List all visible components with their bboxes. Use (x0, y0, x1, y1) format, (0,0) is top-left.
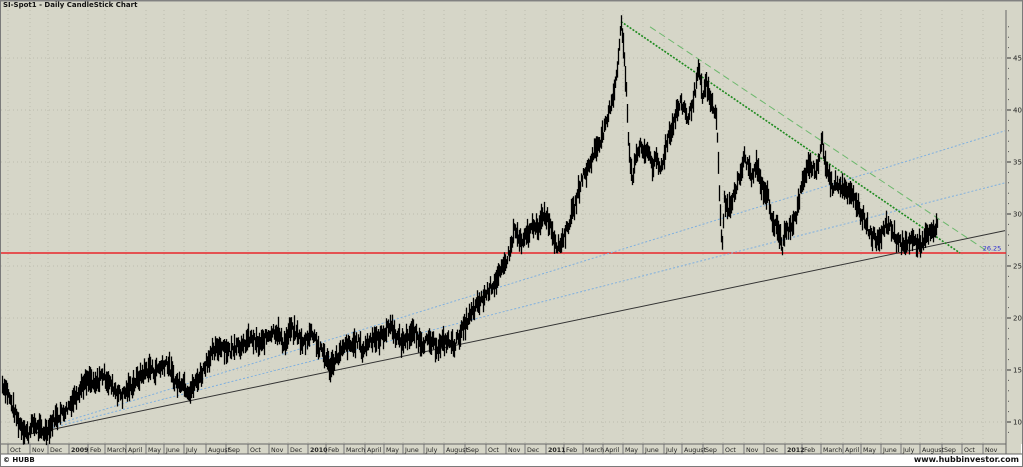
x-tick-label: May (863, 447, 876, 454)
downtrend-parallel-line (649, 26, 991, 254)
x-tick-label: Nov (746, 447, 759, 454)
x-tick-label: June (165, 447, 180, 454)
y-tick-label: 25 (1013, 263, 1022, 271)
x-tick-label: Oct (725, 447, 736, 454)
y-tick-label: 35 (1013, 159, 1022, 167)
x-tick-label: 2009 (71, 447, 89, 454)
downtrend-line-line (620, 20, 961, 254)
price-candles (1, 15, 939, 446)
x-tick-label: Nov (271, 447, 284, 454)
y-tick-label: 30 (1013, 211, 1022, 219)
x-tick-label: August (208, 447, 231, 454)
x-tick-label: April (367, 447, 382, 454)
x-tick-label: Dec (290, 447, 303, 454)
x-tick-label: June (644, 447, 659, 454)
y-tick-label: 40 (1013, 107, 1022, 115)
x-tick-label: Nov (32, 447, 45, 454)
x-tick-label: Nov (508, 447, 521, 454)
x-tick-label: May (386, 447, 399, 454)
x-tick-label: July (425, 447, 438, 454)
x-tick-label: March (823, 447, 842, 454)
x-tick-label: April (128, 447, 143, 454)
website-link[interactable]: www.hubbinvestor.com (913, 455, 1019, 464)
y-tick-label: 10 (1013, 419, 1022, 427)
x-tick-label: June (882, 447, 897, 454)
y-tick-label: 15 (1013, 367, 1022, 375)
x-tick-label: July (185, 447, 198, 454)
x-tick-label: April (845, 447, 860, 454)
x-tick-label: Feb (566, 447, 577, 454)
x-tick-label: 2010 (310, 447, 328, 454)
x-tick-label: Sep (467, 447, 479, 454)
y-tick-label: 45 (1013, 55, 1022, 63)
x-tick-label: August (684, 447, 707, 454)
title-strip (1, 1, 1022, 10)
x-tick-label: Oct (488, 447, 499, 454)
x-tick-label: Feb (90, 447, 101, 454)
x-tick-label: Oct (964, 447, 975, 454)
copyright-label: © HUBB (3, 456, 35, 464)
x-tick-label: Sep (228, 447, 240, 454)
plot-area (1, 10, 1006, 444)
x-tick-label: July (665, 447, 678, 454)
x-tick-label: May (625, 447, 638, 454)
x-tick-label: Oct (10, 447, 21, 454)
x-tick-label: Oct (250, 447, 261, 454)
x-tick-label: Dec (50, 447, 63, 454)
x-tick-label: March (585, 447, 604, 454)
x-tick-label: March (107, 447, 126, 454)
chart-title: SI-Spot1 - Daily CandleStick Chart (3, 1, 138, 9)
x-tick-label: Feb (328, 447, 339, 454)
x-tick-label: Sep (944, 447, 956, 454)
x-tick-label: June (404, 447, 419, 454)
x-tick-label: Dec (527, 447, 540, 454)
x-tick-label: Sep (705, 447, 717, 454)
y-axis-area (1006, 10, 1022, 444)
x-tick-label: Dec (766, 447, 779, 454)
x-tick-label: July (902, 447, 915, 454)
x-tick-label: August (446, 447, 469, 454)
x-tick-label: 2011 (548, 447, 566, 454)
x-tick-label: April (605, 447, 620, 454)
y-tick-label: 20 (1013, 315, 1022, 323)
x-axis-area (1, 444, 1021, 454)
x-tick-label: March (346, 447, 365, 454)
x-tick-label: Feb (804, 447, 815, 454)
support-level-label: 26.25 (983, 245, 1002, 253)
x-tick-label: August (922, 447, 945, 454)
x-tick-label: 2012 (787, 447, 805, 454)
x-tick-label: Nov (985, 447, 998, 454)
x-tick-label: May (148, 447, 161, 454)
